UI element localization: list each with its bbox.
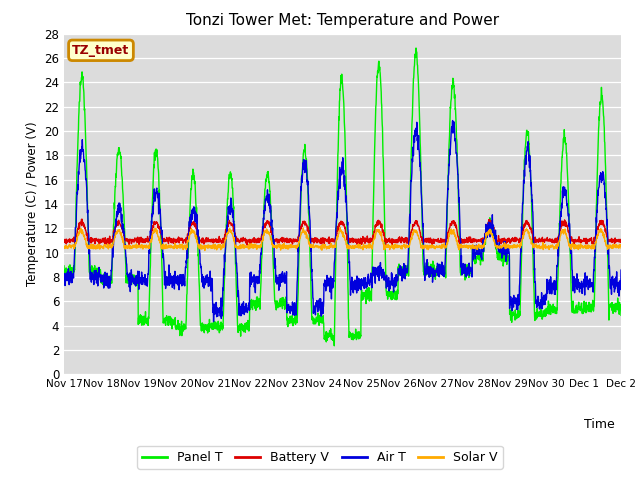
Panel T xyxy=(541,309,548,314)
Solar V xyxy=(337,225,344,230)
Air T xyxy=(449,118,456,123)
Panel T xyxy=(574,305,582,311)
Text: TZ_tmet: TZ_tmet xyxy=(72,44,130,57)
Battery V xyxy=(381,242,389,248)
Air T xyxy=(397,268,405,274)
Panel T xyxy=(60,263,68,269)
Solar V xyxy=(60,244,68,250)
Panel T xyxy=(248,297,255,302)
Solar V xyxy=(541,243,548,249)
Title: Tonzi Tower Met: Temperature and Power: Tonzi Tower Met: Temperature and Power xyxy=(186,13,499,28)
Air T xyxy=(574,276,582,282)
Air T xyxy=(60,278,68,284)
Air T xyxy=(248,277,255,283)
Battery V xyxy=(120,230,127,236)
Solar V xyxy=(248,244,255,250)
Air T xyxy=(210,319,218,324)
Line: Panel T: Panel T xyxy=(64,48,640,346)
Panel T xyxy=(397,267,405,273)
Solar V xyxy=(397,244,405,250)
Air T xyxy=(541,300,548,305)
Line: Air T: Air T xyxy=(64,120,640,322)
Line: Solar V: Solar V xyxy=(64,228,640,251)
Solar V xyxy=(574,244,582,250)
Legend: Panel T, Battery V, Air T, Solar V: Panel T, Battery V, Air T, Solar V xyxy=(138,446,502,469)
Battery V xyxy=(540,236,548,242)
Panel T xyxy=(412,45,420,51)
Text: Time: Time xyxy=(584,418,614,431)
Battery V xyxy=(574,237,582,243)
Line: Battery V: Battery V xyxy=(64,218,640,245)
Panel T xyxy=(330,343,338,348)
Battery V xyxy=(635,216,640,221)
Battery V xyxy=(397,240,405,246)
Solar V xyxy=(201,248,209,253)
Solar V xyxy=(120,240,127,246)
Air T xyxy=(120,230,127,236)
Battery V xyxy=(60,239,68,245)
Battery V xyxy=(248,240,255,245)
Panel T xyxy=(120,200,127,206)
Y-axis label: Temperature (C) / Power (V): Temperature (C) / Power (V) xyxy=(26,122,38,286)
